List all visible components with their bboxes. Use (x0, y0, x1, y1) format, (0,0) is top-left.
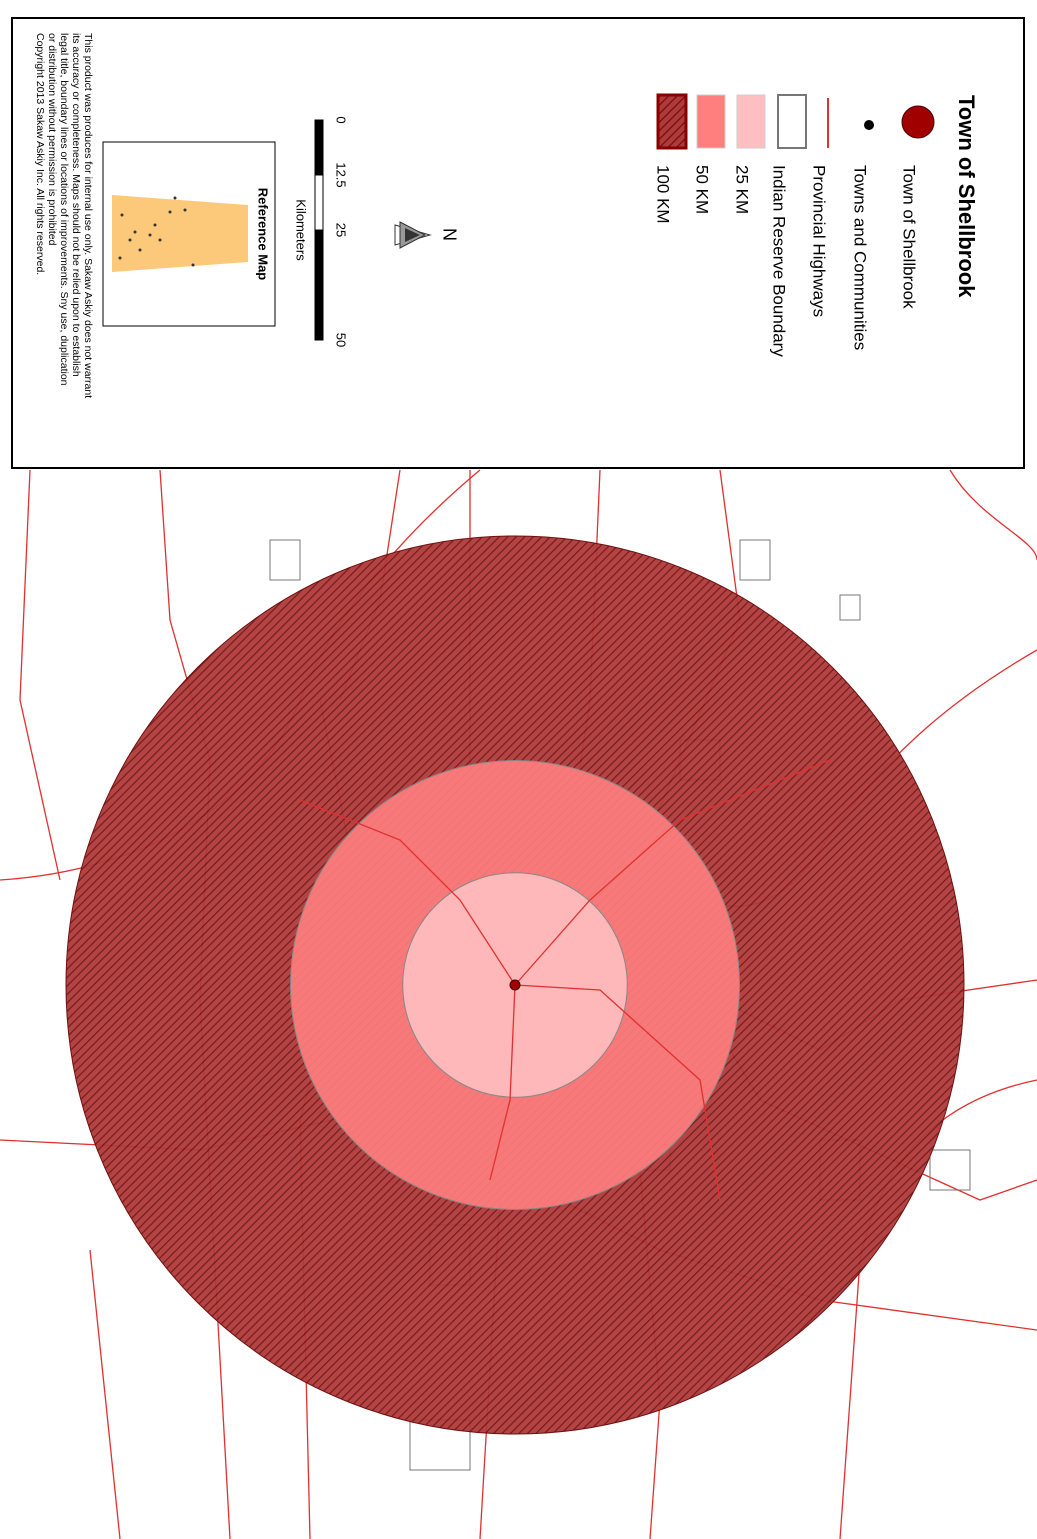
shellbrook-point (509, 979, 521, 991)
legend-symbol (901, 105, 935, 139)
disclaimer-line: or distribution without permission is pr… (46, 33, 58, 246)
legend-symbol (656, 93, 688, 150)
legend-label: Towns and Communities (851, 165, 870, 350)
scale-unit: Kilometers (294, 199, 309, 261)
reference-point (118, 256, 122, 260)
scale-segment (314, 174, 324, 231)
legend-symbol (777, 94, 807, 149)
scale-tick-label: 50 (334, 333, 349, 347)
reference-point (128, 238, 132, 242)
north-label: N (439, 228, 459, 241)
reference-point (191, 263, 195, 267)
legend-symbol (864, 120, 874, 130)
basemap-overlay (299, 759, 831, 1201)
disclaimer-line: legal title, boundary lines or locations… (58, 33, 70, 386)
reference-point (168, 210, 172, 214)
scale-segment (314, 229, 324, 341)
reference-point (148, 233, 152, 237)
disclaimer-line: This product was produces for internal u… (82, 33, 94, 398)
reference-point (133, 230, 137, 234)
legend-symbol (736, 94, 766, 149)
reference-point (153, 223, 157, 227)
disclaimer-line: Copyright 2013 Sakaw Askiy Inc. All righ… (34, 33, 46, 275)
reference-point (138, 248, 142, 252)
north-arrow (394, 221, 432, 249)
legend-label: 50 KM (693, 165, 712, 214)
reference-point (120, 213, 124, 217)
scale-tick-label: 0 (334, 116, 349, 123)
legend-label: Town of Shellbrook (900, 165, 919, 309)
legend-symbol (696, 94, 726, 149)
scale-tick-label: 12.5 (334, 162, 349, 187)
legend-label: 100 KM (654, 165, 673, 224)
legend-label: 25 KM (733, 165, 752, 214)
legend-label: Provincial Highways (810, 165, 829, 317)
legend-label: Indian Reserve Boundary (770, 165, 789, 357)
reference-map-area (112, 195, 248, 272)
reference-point (183, 208, 187, 212)
reference-point (173, 196, 177, 200)
legend (656, 93, 935, 150)
reference-point (158, 238, 162, 242)
scale-segment (314, 119, 324, 176)
legend-title: Town of Shellbrook (954, 95, 979, 298)
scale-tick-label: 25 (334, 223, 349, 237)
disclaimer-line: its accuracy or completeness. Maps shoul… (70, 33, 82, 377)
reference-map-title: Reference Map (256, 188, 271, 281)
